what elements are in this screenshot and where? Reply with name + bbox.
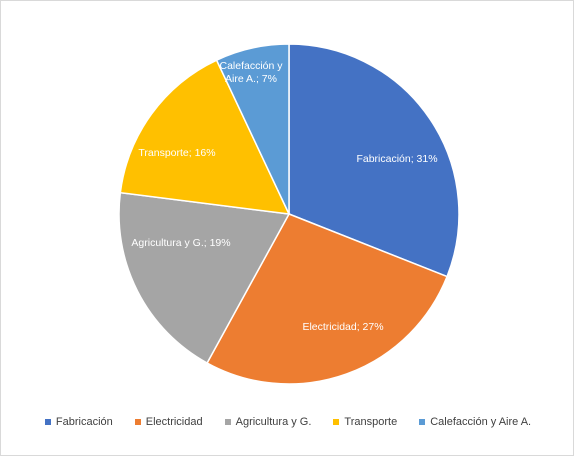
pie-slice-calefaccion (215, 43, 290, 215)
pie-slice-fabricacion (288, 43, 460, 278)
data-label-electricidad: Electricidad; 27% (302, 321, 383, 333)
data-label-calefaccion: Calefacción y Aire A.; 7% (219, 60, 283, 85)
legend-swatch-fabricacion (44, 419, 51, 425)
legend-swatch-transporte (333, 419, 340, 425)
legend-item-electricidad: Electricidad (134, 416, 203, 428)
data-label-transporte: Transporte; 16% (138, 147, 215, 159)
chart-legend: Fabricación Electricidad Agricultura y G… (1, 416, 575, 428)
data-label-fabricacion: Fabricación; 31% (356, 153, 437, 165)
legend-label-fabricacion: Fabricación (55, 416, 113, 428)
legend-label-agricultura: Agricultura y G. (235, 416, 312, 428)
legend-label-transporte: Transporte (344, 416, 398, 428)
legend-item-agricultura: Agricultura y G. (224, 416, 312, 428)
pie-slice-transporte (119, 59, 291, 215)
legend-label-calefaccion: Calefacción y Aire A. (430, 416, 532, 428)
legend-swatch-calefaccion (419, 419, 426, 425)
data-label-agricultura: Agricultura y G.; 19% (131, 237, 230, 249)
legend-item-transporte: Transporte (333, 416, 397, 428)
legend-swatch-agricultura (224, 419, 231, 425)
pie-slice-electricidad (206, 213, 449, 385)
legend-label-electricidad: Electricidad (145, 416, 203, 428)
legend-item-fabricacion: Fabricación (44, 416, 113, 428)
pie-slice-agricultura (118, 191, 291, 364)
legend-swatch-electricidad (134, 419, 141, 425)
legend-item-calefaccion: Calefacción y Aire A. (419, 416, 531, 428)
